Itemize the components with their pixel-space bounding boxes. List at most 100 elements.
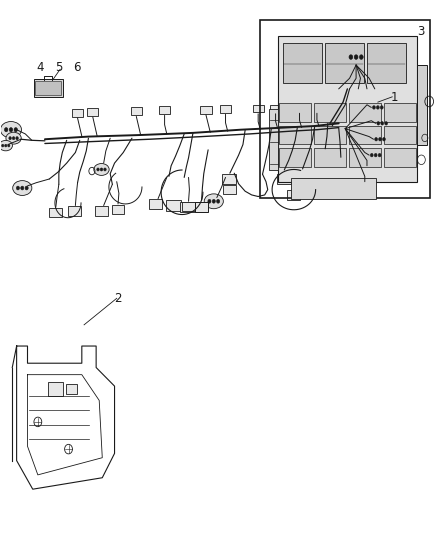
Bar [220,105,231,113]
Bar [297,175,310,185]
Bar [366,166,377,175]
Circle shape [100,168,103,171]
Ellipse shape [13,181,32,196]
Circle shape [21,186,24,190]
Circle shape [374,154,377,157]
FancyBboxPatch shape [291,178,376,199]
Bar [112,205,124,214]
Circle shape [380,106,383,109]
Bar [200,106,212,114]
Circle shape [12,136,15,140]
Bar [279,148,311,167]
Circle shape [8,144,10,147]
Bar [362,87,370,94]
Bar [349,103,381,122]
Bar [314,148,346,167]
Bar [182,202,195,212]
Circle shape [216,199,220,203]
Circle shape [382,138,385,141]
Circle shape [360,55,363,59]
Bar [317,149,333,161]
Bar [72,109,83,117]
Bar [180,202,195,213]
Bar [195,202,208,213]
Bar [314,103,346,122]
Text: 2: 2 [114,292,122,305]
Ellipse shape [369,101,386,114]
Bar [314,126,346,144]
Ellipse shape [345,48,367,66]
Circle shape [4,127,8,132]
Circle shape [381,122,384,125]
Ellipse shape [6,132,21,144]
Circle shape [208,199,211,203]
Bar [95,206,108,216]
Circle shape [9,136,11,140]
Circle shape [374,138,378,141]
Bar [287,190,300,200]
Bar [311,104,322,112]
Bar [279,103,311,122]
Circle shape [373,106,375,109]
Circle shape [5,144,7,147]
Ellipse shape [94,164,109,175]
Circle shape [25,186,28,190]
Bar [367,43,406,83]
Circle shape [378,154,381,157]
Bar [356,87,364,94]
Ellipse shape [371,133,389,146]
Circle shape [354,55,358,59]
Circle shape [9,127,13,132]
Bar [166,200,181,212]
Bar [349,148,381,167]
Circle shape [16,136,18,140]
Bar [223,185,237,195]
Text: 1: 1 [390,91,398,104]
Circle shape [212,199,215,203]
Bar [384,103,416,122]
Bar [270,104,281,112]
Circle shape [2,144,4,147]
Bar [417,65,427,145]
Bar [279,126,311,144]
Bar [87,108,99,116]
Circle shape [378,138,381,141]
Circle shape [385,122,388,125]
Circle shape [16,186,20,190]
Circle shape [376,106,379,109]
Bar [278,36,417,182]
Bar [269,109,278,170]
Ellipse shape [0,140,12,151]
Bar [374,87,384,95]
Bar [325,43,364,83]
Bar [131,107,142,115]
Bar [367,87,375,94]
Bar [253,104,264,112]
Circle shape [371,154,373,157]
Bar [49,208,62,217]
Text: 5: 5 [56,61,63,74]
FancyBboxPatch shape [35,82,61,95]
Bar [68,206,81,216]
Bar [149,199,162,209]
Circle shape [377,122,380,125]
Circle shape [97,168,99,171]
Text: 4: 4 [37,61,44,74]
Bar [384,126,416,144]
Bar [333,157,350,171]
Circle shape [349,55,353,59]
Bar [222,174,236,184]
Text: 6: 6 [73,61,81,74]
Circle shape [14,127,18,132]
Bar [294,104,305,112]
Bar [66,384,77,394]
Bar [159,106,170,114]
Ellipse shape [367,149,384,162]
Bar [364,182,374,191]
Bar [349,126,381,144]
Ellipse shape [204,194,223,209]
Bar [260,20,430,198]
FancyBboxPatch shape [34,79,63,98]
Text: 3: 3 [417,25,424,38]
Bar [48,382,63,395]
